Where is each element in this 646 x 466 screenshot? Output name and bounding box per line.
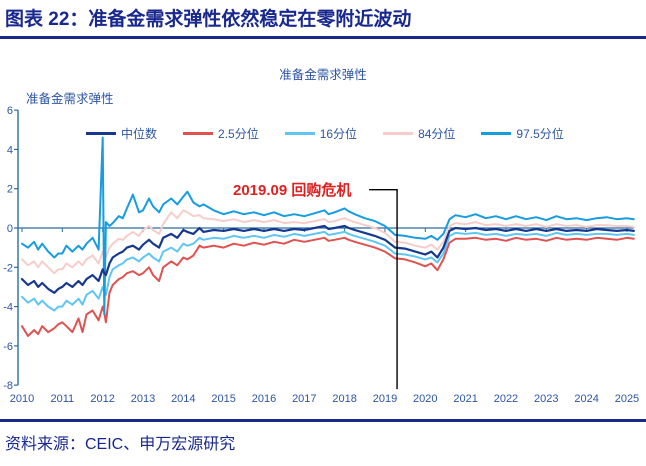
x-tick-label: 2021 xyxy=(453,393,477,405)
source-text: 资料来源：CEIC、申万宏源研究 xyxy=(5,436,236,453)
series-line-p2_5 xyxy=(21,236,635,337)
y-tick-label: 6 xyxy=(7,105,13,117)
figure-title: 图表 22：准备金需求弹性依然稳定在零附近波动 xyxy=(5,9,412,30)
x-tick-label: 2012 xyxy=(90,393,114,405)
x-tick-label: 2018 xyxy=(332,393,356,405)
x-tick-label: 2023 xyxy=(534,393,558,405)
y-axis-label: 准备金需求弹性 xyxy=(26,92,114,106)
chart-title: 准备金需求弹性 xyxy=(279,68,367,82)
legend-swatch-median xyxy=(86,132,116,135)
annotation-label: 2019.09 回购危机 xyxy=(233,182,352,199)
x-tick-label: 2019 xyxy=(373,393,397,405)
legend-label-p2_5: 2.5分位 xyxy=(218,127,259,141)
legend-label-median: 中位数 xyxy=(121,127,158,141)
legend-swatch-p2_5 xyxy=(183,132,214,135)
y-tick-label: 0 xyxy=(7,223,13,235)
x-tick-label: 2010 xyxy=(10,393,34,405)
legend-item-p2_5: 2.5分位 xyxy=(183,125,259,142)
y-tick-label: 4 xyxy=(7,144,13,156)
y-tick-label: -2 xyxy=(3,262,13,274)
y-tick-label: -4 xyxy=(3,302,13,314)
series-line-p16 xyxy=(21,230,635,312)
legend-item-p97_5: 97.5分位 xyxy=(481,125,564,142)
series-line-median xyxy=(20,224,635,294)
header-rule xyxy=(0,36,646,39)
x-tick-label: 2020 xyxy=(413,393,437,405)
x-tick-label: 2013 xyxy=(131,393,155,405)
legend-swatch-p84 xyxy=(383,132,414,135)
legend-swatch-p16 xyxy=(284,132,315,135)
y-tick-label: 2 xyxy=(7,184,13,196)
series-line-p97_5 xyxy=(21,136,635,316)
legend-label-p97_5: 97.5分位 xyxy=(516,127,564,141)
y-tick-label: -8 xyxy=(3,380,13,392)
legend-item-p16: 16分位 xyxy=(284,125,358,142)
series-line-p84 xyxy=(21,209,635,275)
x-tick-label: 2016 xyxy=(252,393,276,405)
x-tick-label: 2017 xyxy=(292,393,316,405)
x-tick-label: 2025 xyxy=(615,393,639,405)
y-tick-label: -6 xyxy=(3,341,13,353)
legend-item-median: 中位数 xyxy=(86,125,157,142)
chart-legend: 中位数 2.5分位 16分位 84分位 97.5分位 xyxy=(86,125,564,142)
x-tick-label: 2011 xyxy=(51,393,75,405)
legend-item-p84: 84分位 xyxy=(383,125,455,142)
x-tick-label: 2014 xyxy=(171,393,195,405)
annotation-line xyxy=(369,188,398,390)
bottom-rule xyxy=(0,419,646,422)
x-tick-label: 2022 xyxy=(494,393,518,405)
legend-label-p16: 16分位 xyxy=(319,127,358,141)
legend-label-p84: 84分位 xyxy=(418,127,456,141)
legend-swatch-p97_5 xyxy=(481,132,512,135)
x-tick-label: 2015 xyxy=(211,393,235,405)
x-tick-label: 2024 xyxy=(574,393,598,405)
